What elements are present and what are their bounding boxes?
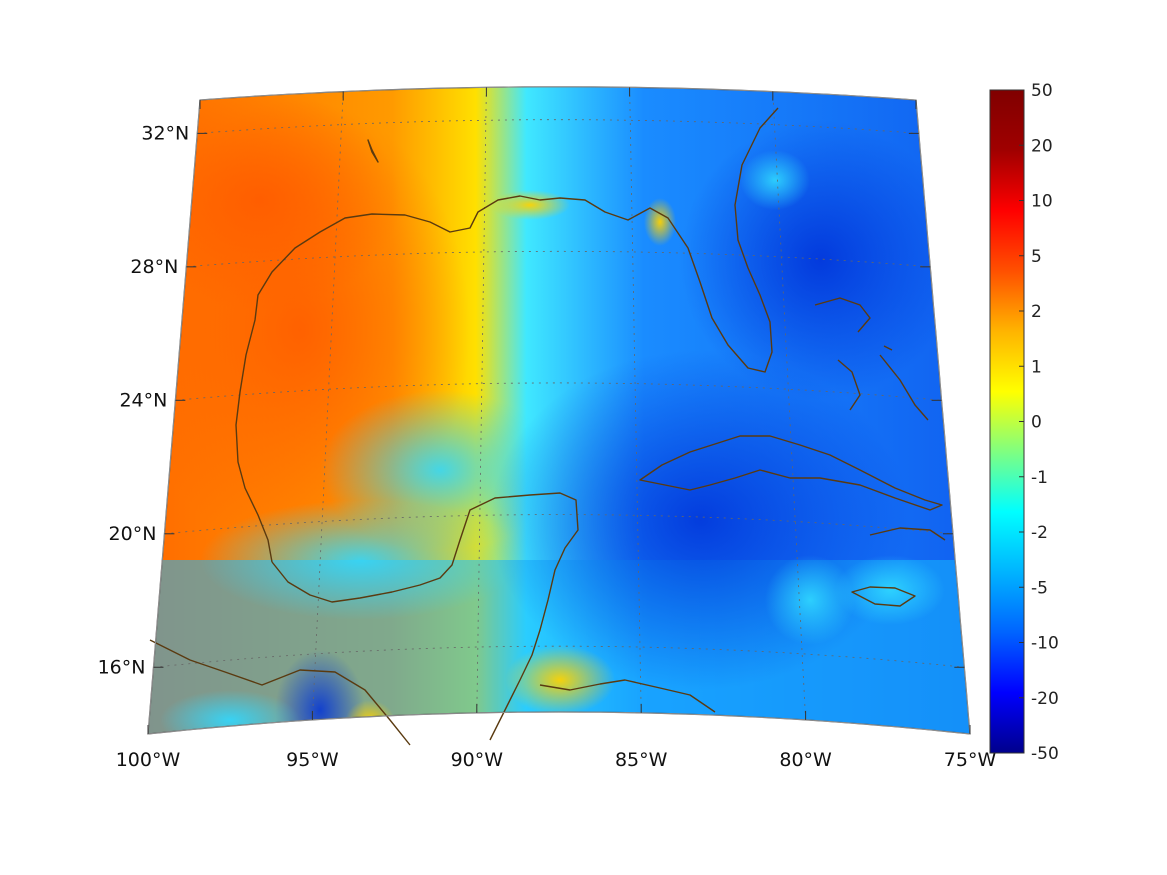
colorbar-tick-label: -5 — [1031, 578, 1048, 598]
lon-tick-label: 85°W — [615, 749, 668, 771]
colorbar-tick-label: -50 — [1031, 744, 1059, 764]
colorbar-tick-label: 10 — [1031, 192, 1053, 212]
colorbar-gradient — [989, 89, 1025, 754]
lon-tick-label: 90°W — [451, 749, 504, 771]
colorbar-tick-label: -1 — [1031, 468, 1048, 488]
lon-tick-label: 80°W — [779, 749, 832, 771]
colorbar-tick-label: 1 — [1031, 357, 1042, 377]
colorbar-tick-label: 0 — [1031, 413, 1042, 433]
parallel-line — [197, 119, 919, 134]
lat-tick-label: 28°N — [130, 256, 178, 278]
parallel-line — [153, 645, 965, 668]
colorbar-tick-label: 5 — [1031, 247, 1042, 267]
lat-tick-label: 32°N — [141, 122, 189, 144]
colorbar-tick-label: 50 — [1031, 81, 1053, 101]
longitude-axis: 100°W 95°W 90°W 85°W 80°W 75°W — [116, 87, 997, 771]
lat-tick-label: 20°N — [109, 523, 157, 545]
lat-tick-label: 16°N — [98, 656, 146, 678]
colorbar-tick-label: -10 — [1031, 634, 1059, 654]
lat-tick-label: 24°N — [119, 389, 167, 411]
latitude-axis: 16°N 20°N 24°N 28°N 32°N — [98, 122, 965, 678]
map-field — [148, 86, 970, 735]
colorbar-tick-label: 2 — [1031, 302, 1042, 322]
lon-tick-label: 100°W — [116, 749, 181, 771]
colorbar-tick-label: -20 — [1031, 689, 1059, 709]
lon-tick-label: 75°W — [944, 749, 997, 771]
colorbar-tick-label: -2 — [1031, 523, 1048, 543]
parallel-line — [186, 250, 931, 268]
colorbar-tick-label: 20 — [1031, 136, 1053, 156]
coastline — [149, 107, 946, 746]
lon-tick-label: 95°W — [286, 749, 339, 771]
